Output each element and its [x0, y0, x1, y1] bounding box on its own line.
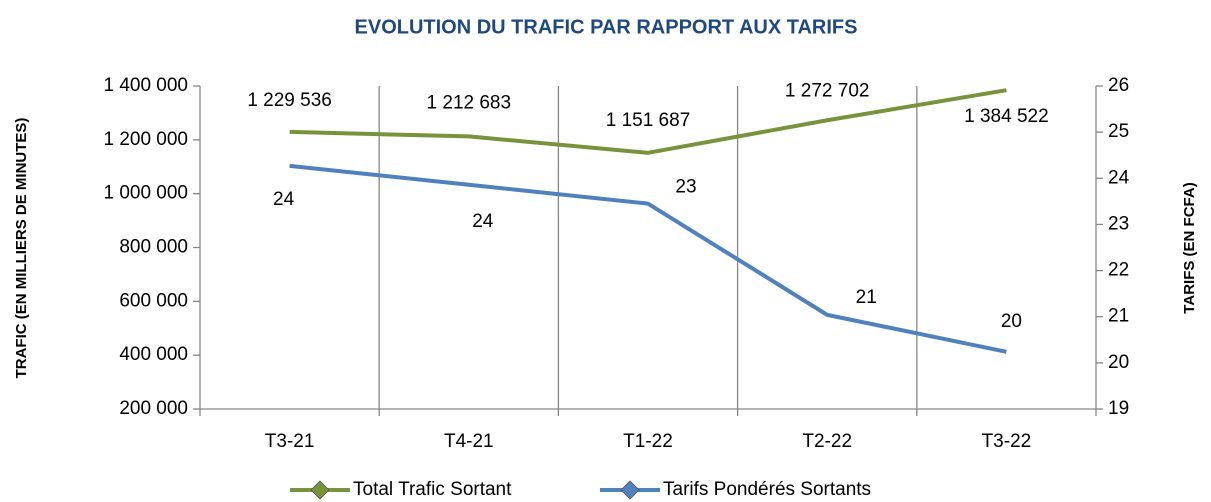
x-tick-label: T1-22 — [623, 431, 673, 452]
y2-tick-label: 23 — [1108, 213, 1129, 234]
y2-tick-label: 26 — [1108, 75, 1129, 96]
legend-marker — [310, 480, 330, 500]
y2-tick-label: 22 — [1108, 260, 1129, 281]
y-tick-label: 1 200 000 — [103, 129, 188, 150]
series-line — [289, 88, 1007, 155]
y2-tick-label: 20 — [1108, 352, 1129, 373]
y2-tick-label: 19 — [1108, 398, 1129, 419]
y2-axis-title: TARIFS (EN FCFA) — [1181, 182, 1198, 313]
data-label: 1 212 683 — [427, 92, 512, 113]
data-label: 24 — [273, 189, 295, 210]
x-tick-label: T2-22 — [802, 431, 852, 452]
data-label: 1 151 687 — [606, 110, 691, 131]
y-tick-label: 200 000 — [119, 398, 188, 419]
x-tick-label: T3-21 — [265, 431, 315, 452]
x-tick-label: T4-21 — [444, 431, 494, 452]
y2-tick-label: 21 — [1108, 306, 1129, 327]
data-label: 20 — [1001, 311, 1022, 332]
data-label: 1 229 536 — [247, 90, 332, 111]
legend-label: Tarifs Pondérés Sortants — [663, 479, 871, 500]
y-tick-label: 1 400 000 — [103, 75, 188, 96]
y2-tick-label: 24 — [1108, 167, 1130, 188]
x-tick-label: T3-22 — [982, 431, 1032, 452]
y-tick-label: 600 000 — [119, 290, 188, 311]
data-label: 23 — [675, 177, 696, 198]
legend-label: Total Trafic Sortant — [353, 479, 512, 500]
y-tick-label: 1 000 000 — [103, 183, 188, 204]
data-label: 21 — [856, 287, 877, 308]
chart-title: EVOLUTION DU TRAFIC PAR RAPPORT AUX TARI… — [355, 16, 858, 38]
data-label: 1 384 522 — [964, 106, 1049, 127]
data-label: 1 272 702 — [785, 80, 870, 101]
y-tick-label: 800 000 — [119, 237, 188, 258]
y2-tick-label: 25 — [1108, 121, 1129, 142]
series-line — [289, 163, 1007, 354]
legend-marker — [620, 480, 640, 500]
data-label: 24 — [472, 211, 494, 232]
y-axis-title: TRAFIC (EN MILLIERS DE MINUTES) — [13, 118, 30, 379]
y-tick-label: 400 000 — [119, 344, 188, 365]
